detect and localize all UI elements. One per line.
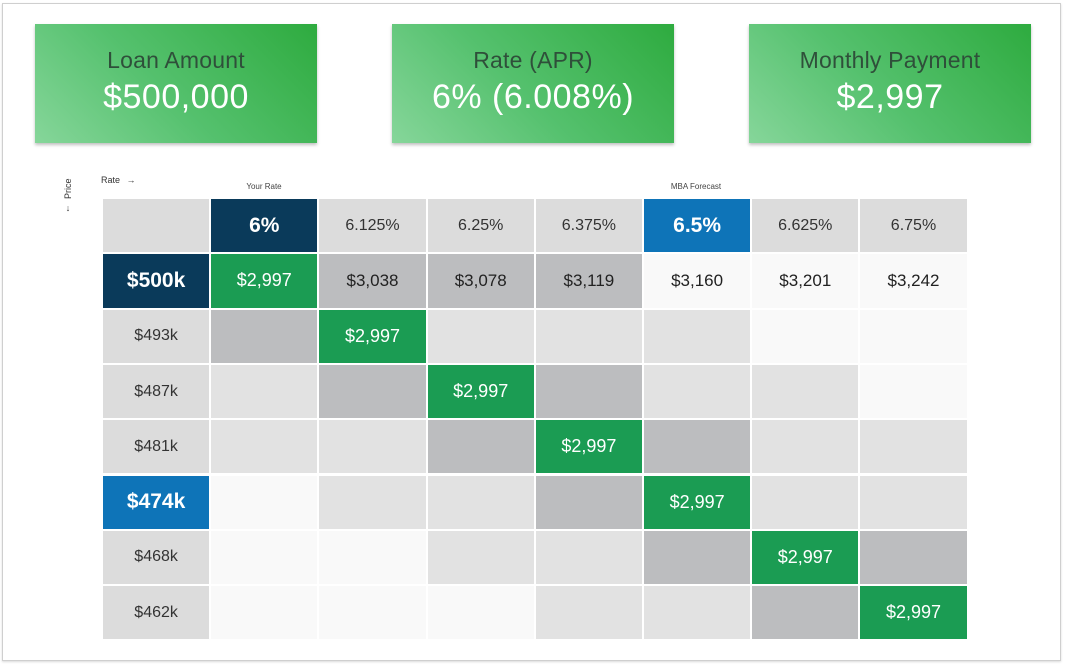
payment-cell[interactable] [860,420,967,474]
payment-cell[interactable]: $3,038 [319,254,426,308]
payment-cell[interactable] [860,364,967,419]
payment-cell[interactable] [427,475,534,529]
payment-cell[interactable] [211,309,318,363]
rate-header[interactable]: 6% [211,199,318,253]
price-row-header[interactable]: $474k [103,475,210,529]
rate-header[interactable]: 6.25% [427,199,534,253]
payment-cell[interactable] [211,475,318,529]
price-row-header[interactable]: $462k [103,586,210,640]
payment-cell[interactable] [319,364,426,419]
arrow-down-icon: ↓ [65,202,71,213]
payment-cell[interactable]: $3,201 [752,254,859,308]
rate-header[interactable]: 6.75% [860,199,967,253]
payment-cell[interactable] [211,530,318,585]
payment-cell[interactable] [319,586,426,640]
payment-cell[interactable] [427,586,534,640]
payment-cell[interactable]: $3,160 [644,254,751,308]
rate-apr-value: 6% (6.008%) [431,78,635,116]
rate-header[interactable]: 6.125% [319,199,426,253]
payment-cell[interactable] [752,309,859,363]
payment-cell[interactable] [211,420,318,474]
rate-header[interactable]: 6.375% [535,199,642,253]
payment-cell[interactable]: $2,997 [860,586,967,640]
payment-cell[interactable] [319,530,426,585]
payment-cell[interactable] [535,475,642,529]
payment-cell[interactable] [752,420,859,474]
your-rate-note: Your Rate [246,182,282,191]
payment-cell[interactable] [860,475,967,529]
payment-cell[interactable] [211,364,318,419]
monthly-payment-card: Monthly Payment $2,997 [749,24,1031,143]
payment-cell[interactable]: $2,997 [427,364,534,419]
payment-cell[interactable] [427,530,534,585]
monthly-payment-value: $2,997 [836,78,944,116]
payment-cell[interactable] [644,364,751,419]
price-row-header[interactable]: $493k [103,309,210,363]
payment-cell[interactable] [535,530,642,585]
loan-amount-value: $500,000 [103,78,249,116]
payment-cell[interactable]: $3,078 [427,254,534,308]
mba-forecast-note: MBA Forecast [670,182,722,191]
price-row-header[interactable]: $481k [103,420,210,474]
rate-axis-label: Rate → [101,175,136,185]
payment-cell[interactable]: $2,997 [644,475,751,529]
loan-amount-card: Loan Amount $500,000 [35,24,317,143]
payment-cell[interactable]: $3,242 [860,254,967,308]
rate-header[interactable]: 6.5% [644,199,751,253]
rate-axis-text: Rate [101,175,121,185]
payment-cell[interactable] [211,586,318,640]
arrow-right-icon: → [126,175,136,185]
rate-apr-card: Rate (APR) 6% (6.008%) [392,24,674,143]
payment-cell[interactable] [752,475,859,529]
payment-cell[interactable]: $3,119 [535,254,642,308]
payment-cell[interactable] [752,586,859,640]
payment-cell[interactable] [427,309,534,363]
price-axis-label: ↓ Price [63,178,73,213]
payment-cell[interactable] [644,530,751,585]
payment-cell[interactable] [319,475,426,529]
payment-cell[interactable] [860,530,967,585]
monthly-payment-label: Monthly Payment [799,47,981,73]
matrix-corner [103,199,210,253]
payment-cell[interactable] [644,309,751,363]
payment-cell[interactable] [535,586,642,640]
price-row-header[interactable]: $468k [103,530,210,585]
payment-cell[interactable] [427,420,534,474]
price-row-header[interactable]: $500k [103,254,210,308]
payment-cell[interactable] [644,420,751,474]
payment-cell[interactable] [535,364,642,419]
payment-cell[interactable]: $2,997 [535,420,642,474]
payment-cell[interactable] [752,364,859,419]
rate-header[interactable]: 6.625% [752,199,859,253]
rate-apr-label: Rate (APR) [473,47,593,73]
loan-amount-label: Loan Amount [107,47,245,73]
payment-cell[interactable] [319,420,426,474]
payment-cell[interactable]: $2,997 [319,309,426,363]
payment-cell[interactable]: $2,997 [752,530,859,585]
payment-cell[interactable] [644,586,751,640]
price-axis-text: Price [63,178,73,199]
payment-cell[interactable]: $2,997 [211,254,318,308]
price-row-header[interactable]: $487k [103,364,210,419]
payment-cell[interactable] [535,309,642,363]
payment-cell[interactable] [860,309,967,363]
